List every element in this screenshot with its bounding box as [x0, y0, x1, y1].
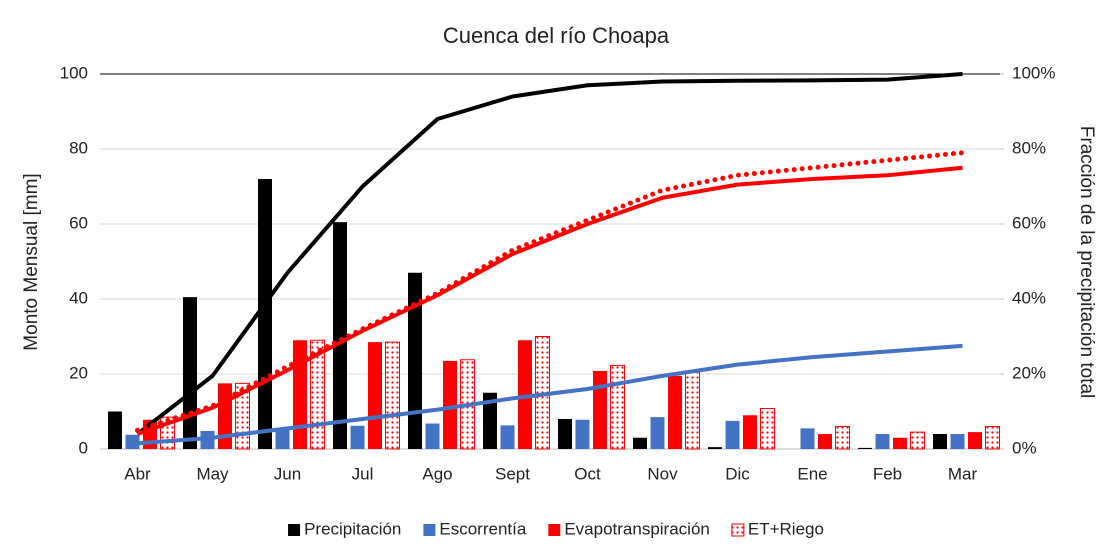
- legend-label: Precipitación: [304, 519, 401, 538]
- bar: [985, 426, 1000, 450]
- x-tick-label: Feb: [873, 464, 902, 483]
- bar: [893, 437, 907, 449]
- x-tick-label: Ago: [422, 464, 452, 483]
- bar: [125, 434, 140, 449]
- line: [135, 150, 965, 433]
- bar: [835, 426, 850, 450]
- bar: [350, 425, 365, 449]
- chart-title: Cuenca del río Choapa: [443, 23, 670, 48]
- bar: [760, 408, 775, 450]
- bar: [725, 420, 740, 449]
- bar: [518, 340, 532, 449]
- bar: [368, 342, 382, 449]
- bar: [258, 179, 272, 449]
- y2-tick-label: 60%: [1012, 213, 1046, 232]
- x-tick-label: Sept: [495, 464, 530, 483]
- bar: [685, 371, 700, 450]
- x-tick-label: Abr: [124, 464, 151, 483]
- legend-swatch: [731, 523, 745, 537]
- bar: [500, 425, 515, 449]
- bar: [483, 392, 497, 449]
- y2-tick-label: 100%: [1012, 63, 1055, 82]
- legend-swatch: [548, 524, 561, 536]
- x-tick-label: Oct: [574, 464, 601, 483]
- x-tick-label: Nov: [647, 464, 678, 483]
- y-tick-label: 100: [60, 63, 88, 82]
- bar: [933, 434, 947, 449]
- x-tick-label: Jul: [352, 464, 374, 483]
- bar: [650, 417, 665, 449]
- y-tick-label: 80: [69, 138, 88, 157]
- bar: [108, 411, 122, 449]
- y2-axis-title: Fracción de la precipitación total: [1076, 126, 1097, 398]
- x-tick-label: Ene: [797, 464, 827, 483]
- bar: [333, 222, 347, 449]
- y-axis-title: Monto Mensual [mm]: [21, 173, 42, 350]
- bar: [633, 437, 647, 449]
- y2-tick-label: 20%: [1012, 363, 1046, 382]
- x-tick-label: Jun: [274, 464, 301, 483]
- y-tick-label: 20: [69, 363, 88, 382]
- line: [136, 72, 963, 436]
- bar: [558, 419, 572, 449]
- y2-tick-label: 80%: [1012, 138, 1046, 157]
- bar: [310, 339, 325, 450]
- legend-label: ET+Riego: [748, 519, 824, 538]
- y-tick-label: 0: [79, 438, 88, 457]
- bar: [443, 360, 457, 449]
- bar: [575, 419, 590, 449]
- legend-label: Evapotranspiración: [564, 519, 710, 538]
- bar: [818, 434, 832, 449]
- bar: [950, 434, 965, 449]
- bar: [183, 297, 197, 449]
- x-tick-label: May: [196, 464, 229, 483]
- line: [136, 165, 963, 436]
- bar: [218, 383, 232, 449]
- bar: [875, 434, 890, 449]
- legend-swatch: [423, 524, 436, 536]
- bar: [385, 341, 400, 450]
- y-tick-label: 40: [69, 288, 88, 307]
- bar: [800, 428, 815, 449]
- bar: [910, 431, 925, 450]
- bar: [408, 272, 422, 449]
- y2-tick-label: 40%: [1012, 288, 1046, 307]
- bar: [708, 447, 722, 449]
- x-tick-label: Mar: [948, 464, 978, 483]
- y2-tick-label: 0%: [1012, 438, 1037, 457]
- y-tick-label: 60: [69, 213, 88, 232]
- legend-swatch: [288, 524, 301, 536]
- x-tick-label: Dic: [725, 464, 750, 483]
- bar: [668, 375, 682, 449]
- bar: [968, 432, 982, 449]
- bar: [743, 415, 757, 449]
- legend-label: Escorrentía: [439, 519, 526, 538]
- bar: [593, 371, 607, 449]
- bar: [610, 364, 625, 450]
- bar: [275, 428, 290, 449]
- line: [137, 343, 963, 446]
- bar: [425, 423, 440, 449]
- bar: [858, 447, 872, 449]
